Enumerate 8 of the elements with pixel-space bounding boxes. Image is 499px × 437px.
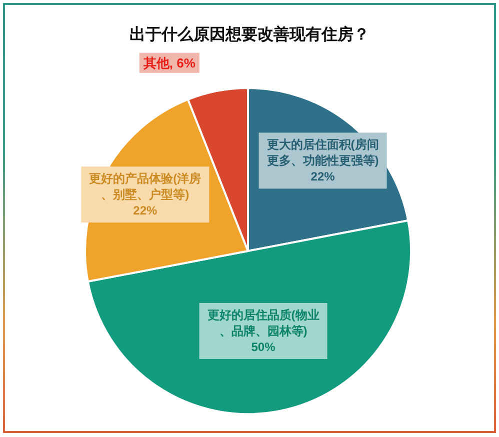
chart-title: 出于什么原因想要改善现有住房？ xyxy=(130,24,370,44)
data-label: 22% xyxy=(310,170,336,184)
slice-label: 更好的产品体验(洋房、别墅、户型等) xyxy=(89,171,202,202)
data-label: 50% xyxy=(251,340,276,354)
slice-label: 更好的居住品质(物业、品牌、园林等) xyxy=(207,308,320,338)
data-label: 22% xyxy=(133,203,158,218)
slice-label: 其他, 6% xyxy=(142,55,196,70)
slice-label: 更大的居住面积(房间更多、功能性更强等) xyxy=(266,138,379,168)
